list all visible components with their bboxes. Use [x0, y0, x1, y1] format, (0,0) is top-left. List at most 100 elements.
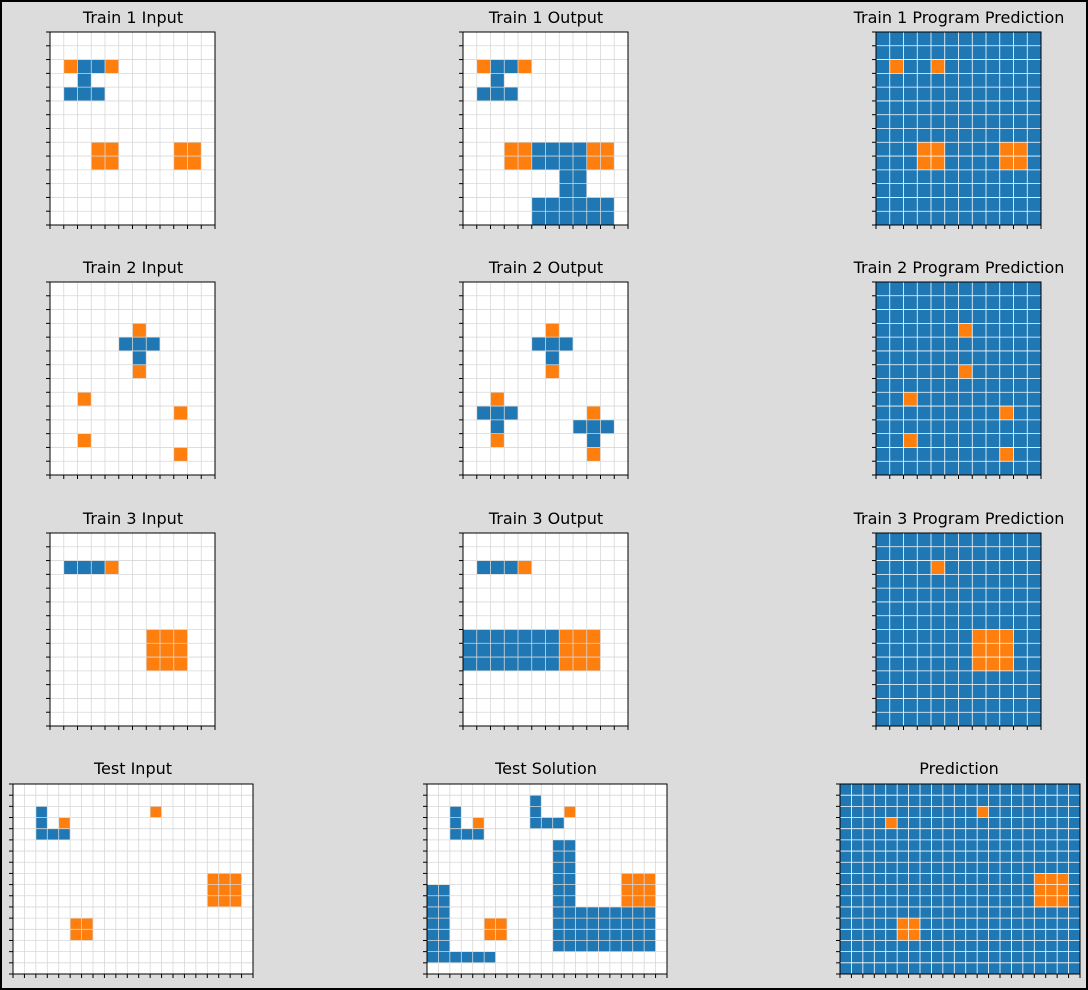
blue-cell — [529, 795, 542, 807]
blue-cell — [463, 657, 477, 671]
blue-cell — [559, 211, 573, 225]
blue-cell — [564, 906, 576, 919]
orange-cell — [564, 806, 576, 818]
blue-cell — [427, 929, 439, 941]
blue-cell — [564, 839, 576, 852]
orange-cell — [559, 657, 573, 671]
blue-cell — [559, 337, 573, 351]
orange-cell — [77, 392, 92, 407]
blue-cell — [609, 906, 622, 919]
grid-border — [839, 783, 1081, 975]
grid-border — [462, 31, 629, 226]
orange-cell — [986, 629, 1000, 644]
blue-cell — [559, 197, 573, 212]
orange-cell — [1045, 873, 1058, 885]
blue-cell — [58, 828, 71, 840]
blue-cell — [531, 337, 546, 351]
orange-cell — [187, 142, 202, 157]
panel-title: Test Input — [93, 759, 173, 778]
blue-cell — [609, 940, 622, 952]
blue-cell — [552, 918, 565, 930]
panel-grid — [459, 31, 629, 229]
orange-cell — [490, 433, 505, 448]
blue-cell — [529, 817, 542, 829]
orange-cell — [908, 918, 920, 930]
blue-cell — [438, 940, 450, 952]
blue-cell — [632, 929, 645, 941]
blue-cell — [63, 87, 78, 101]
panel-grid — [423, 783, 668, 978]
panel-title: Train 1 Input — [82, 8, 184, 27]
blue-cell — [573, 183, 587, 198]
orange-cell — [1057, 884, 1069, 896]
orange-cell — [495, 918, 507, 930]
blue-cell — [598, 929, 610, 941]
blue-cell — [609, 929, 622, 941]
panel-grid — [459, 532, 629, 730]
grid-border — [12, 783, 254, 975]
blue-cell — [552, 851, 565, 863]
blue-cell — [632, 940, 645, 952]
orange-cell — [160, 629, 174, 644]
orange-cell — [621, 884, 633, 896]
blue-cell — [575, 918, 587, 930]
orange-cell — [573, 657, 587, 671]
orange-cell — [70, 929, 82, 941]
orange-cell — [889, 59, 904, 74]
blue-cell — [564, 884, 576, 896]
orange-cell — [495, 929, 507, 941]
blue-cell — [118, 337, 133, 351]
blue-cell — [564, 851, 576, 863]
panel-title: Train 2 Program Prediction — [853, 258, 1065, 277]
panel-title: Test Solution — [495, 759, 597, 778]
blue-cell — [146, 337, 160, 351]
blue-cell — [427, 940, 439, 952]
orange-cell — [908, 929, 920, 941]
blue-cell — [573, 169, 587, 184]
orange-cell — [1034, 884, 1046, 896]
blue-cell — [504, 406, 518, 420]
blue-cell — [552, 873, 565, 885]
blue-cell — [504, 59, 518, 74]
orange-cell — [972, 629, 986, 644]
orange-cell — [986, 657, 1000, 671]
orange-cell — [958, 364, 973, 379]
orange-cell — [472, 817, 485, 829]
panel-grid — [872, 281, 1042, 479]
blue-cell — [545, 197, 560, 212]
blue-cell — [559, 169, 573, 184]
orange-cell — [885, 817, 898, 829]
blue-cell — [600, 419, 615, 434]
blue-cell — [438, 906, 450, 919]
blue-cell — [573, 211, 587, 225]
orange-cell — [173, 156, 188, 170]
orange-cell — [903, 433, 918, 448]
orange-cell — [1045, 884, 1058, 896]
blue-cell — [559, 142, 573, 157]
blue-cell — [427, 951, 439, 963]
orange-cell — [559, 643, 573, 658]
blue-cell — [564, 895, 576, 907]
blue-cell — [490, 657, 505, 671]
orange-cell — [207, 873, 219, 885]
blue-cell — [91, 87, 105, 101]
orange-cell — [484, 929, 496, 941]
orange-cell — [931, 59, 945, 74]
orange-cell — [600, 142, 615, 157]
blue-cell — [427, 906, 439, 919]
blue-cell — [552, 884, 565, 896]
grid-border — [875, 31, 1042, 226]
orange-cell — [573, 629, 587, 644]
orange-cell — [972, 643, 986, 658]
blue-cell — [438, 895, 450, 907]
orange-cell — [518, 142, 532, 157]
orange-cell — [1034, 873, 1046, 885]
blue-cell — [472, 828, 485, 840]
orange-cell — [644, 895, 656, 907]
blue-cell — [621, 906, 633, 919]
blue-cell — [91, 59, 105, 74]
orange-cell — [1013, 142, 1028, 157]
panel-title: Train 3 Input — [82, 509, 184, 528]
blue-cell — [587, 929, 599, 941]
